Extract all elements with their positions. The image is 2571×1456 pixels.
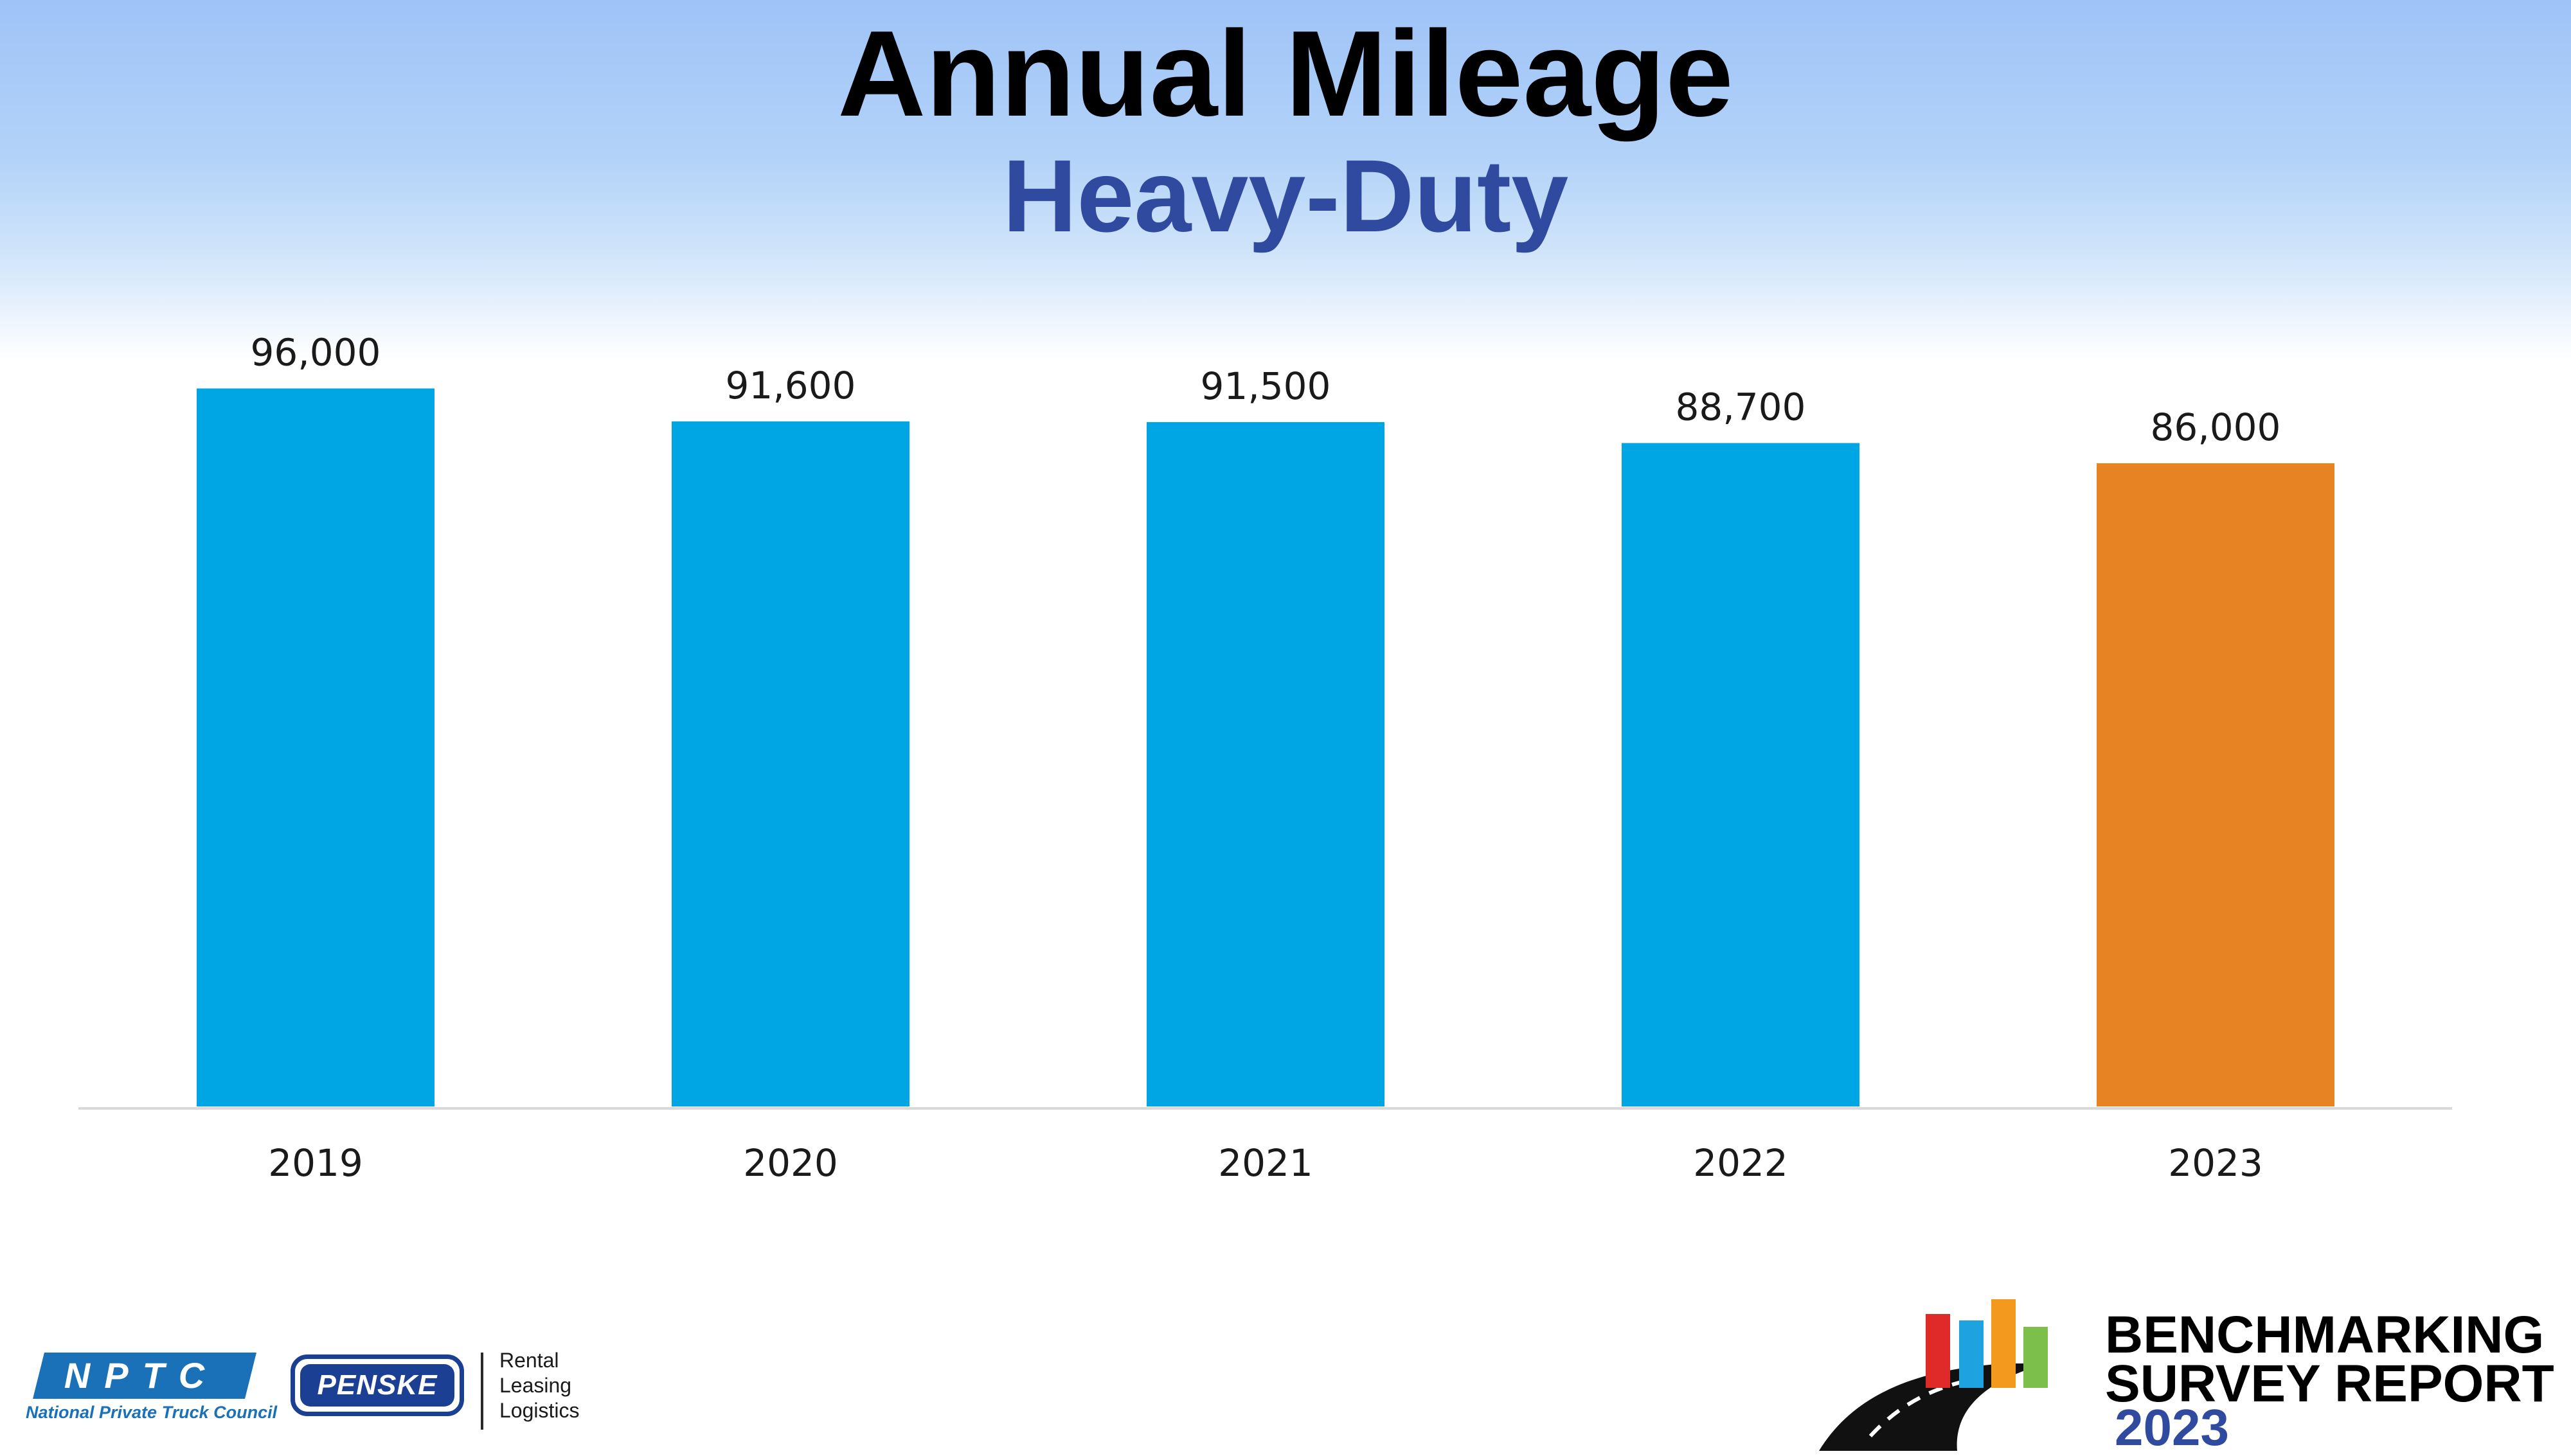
- x-tick-label-2023: 2023: [2168, 1141, 2263, 1185]
- header-background: [0, 0, 2571, 360]
- benchmarking-logo: BENCHMARKING SURVEY REPORT 2023: [1819, 1292, 2571, 1456]
- orange-bar-icon: [1991, 1299, 2016, 1388]
- bar-2019: [197, 388, 434, 1106]
- data-label-2022: 88,700: [1676, 386, 1806, 429]
- benchmarking-line2: SURVEY REPORT: [2105, 1354, 2554, 1413]
- chart-title: Annual Mileage: [838, 6, 1733, 142]
- penske-tagline-rental: Rental: [499, 1349, 559, 1372]
- red-bar-icon: [1926, 1314, 1950, 1388]
- bar-2022: [1622, 443, 1859, 1106]
- bar-2020: [672, 421, 909, 1106]
- nptc-logo-letters: NPTC: [64, 1355, 219, 1396]
- chart-subtitle: Heavy-Duty: [1002, 138, 1569, 253]
- bars-group: [197, 388, 2334, 1107]
- data-label-2021: 91,500: [1201, 364, 1331, 408]
- data-label-2019: 96,000: [251, 331, 381, 375]
- bar-2021: [1147, 422, 1384, 1107]
- penske-logo-text: PENSKE: [300, 1364, 454, 1407]
- x-tick-label-2021: 2021: [1218, 1141, 1313, 1185]
- labels-group: 96,000 2019 91,600 2020 91,500 2021 88,700 2022…: [251, 331, 2281, 1185]
- penske-tagline: Rental Leasing Logistics: [499, 1348, 580, 1423]
- benchmarking-line1: BENCHMARKING: [2105, 1306, 2545, 1364]
- x-tick-label-2022: 2022: [1693, 1141, 1788, 1185]
- nptc-logo: NPTC National Private Truck Council: [26, 1353, 277, 1426]
- green-bar-icon: [2023, 1327, 2048, 1388]
- penske-divider: [481, 1353, 483, 1430]
- penske-tagline-logistics: Logistics: [499, 1399, 580, 1422]
- x-tick-label-2020: 2020: [743, 1141, 838, 1185]
- blue-bar-icon: [1959, 1320, 1984, 1388]
- penske-logo: PENSKE: [291, 1354, 464, 1416]
- benchmarking-road-bars-icon: [1819, 1299, 2048, 1451]
- data-label-2023: 86,000: [2151, 405, 2281, 449]
- benchmarking-year: 2023: [2115, 1399, 2229, 1456]
- benchmarking-title: BENCHMARKING SURVEY REPORT: [2105, 1306, 2554, 1413]
- x-tick-label-2019: 2019: [268, 1141, 363, 1185]
- data-label-2020: 91,600: [726, 364, 856, 407]
- penske-tagline-leasing: Leasing: [499, 1374, 572, 1397]
- bar-2023: [2097, 463, 2334, 1106]
- nptc-logo-name: National Private Truck Council: [26, 1403, 278, 1422]
